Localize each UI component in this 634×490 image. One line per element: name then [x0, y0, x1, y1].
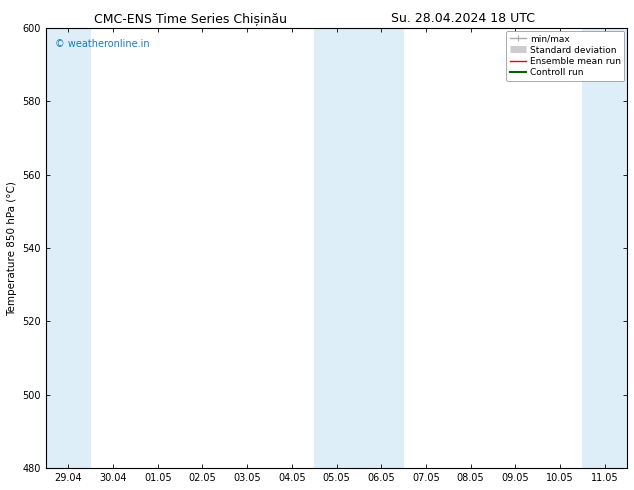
Text: © weatheronline.in: © weatheronline.in — [55, 39, 150, 49]
Bar — [46, 28, 91, 468]
Bar — [583, 28, 627, 468]
Bar — [314, 28, 404, 468]
Y-axis label: Temperature 850 hPa (°C): Temperature 850 hPa (°C) — [7, 181, 17, 316]
Legend: min/max, Standard deviation, Ensemble mean run, Controll run: min/max, Standard deviation, Ensemble me… — [507, 31, 624, 81]
Text: CMC-ENS Time Series Chișinău: CMC-ENS Time Series Chișinău — [94, 12, 287, 25]
Text: Su. 28.04.2024 18 UTC: Su. 28.04.2024 18 UTC — [391, 12, 535, 25]
